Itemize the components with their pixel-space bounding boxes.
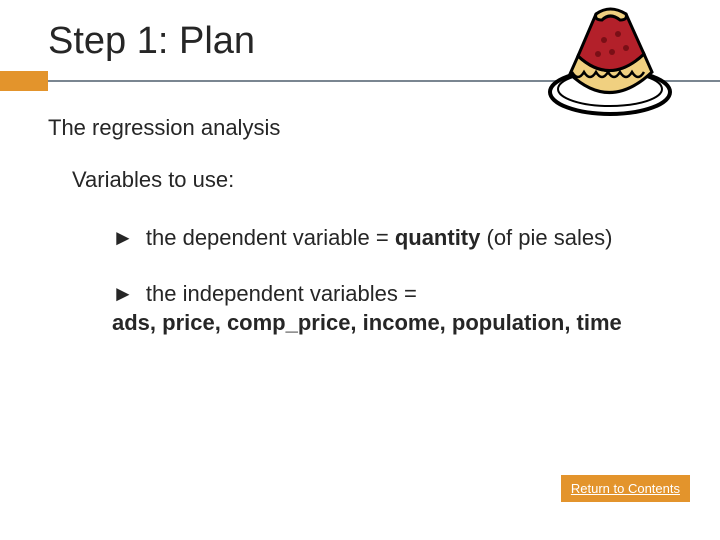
bullet-2-text-before: the independent variables = xyxy=(140,281,417,306)
bullet-marker-icon: ► xyxy=(112,281,134,306)
pie-slice-icon xyxy=(540,4,680,119)
bullet-1-text-after: (of pie sales) xyxy=(480,225,612,250)
bullet-1-bold: quantity xyxy=(395,225,481,250)
bullet-1: ► the dependent variable = quantity (of … xyxy=(112,223,660,253)
accent-block xyxy=(0,71,48,91)
slide: Step 1: Plan The regression analysis xyxy=(0,0,720,540)
bullet-2-line2: ads, price, comp_price, income, populati… xyxy=(112,310,622,335)
subhead: Variables to use: xyxy=(72,167,660,193)
bullet-2: ► the independent variables = ads, price… xyxy=(112,279,660,338)
body: The regression analysis Variables to use… xyxy=(0,115,720,338)
bullet-1-text-before: the dependent variable = xyxy=(140,225,395,250)
return-to-contents-button[interactable]: Return to Contents xyxy=(561,475,690,502)
bullet-marker-icon: ► xyxy=(112,225,134,250)
